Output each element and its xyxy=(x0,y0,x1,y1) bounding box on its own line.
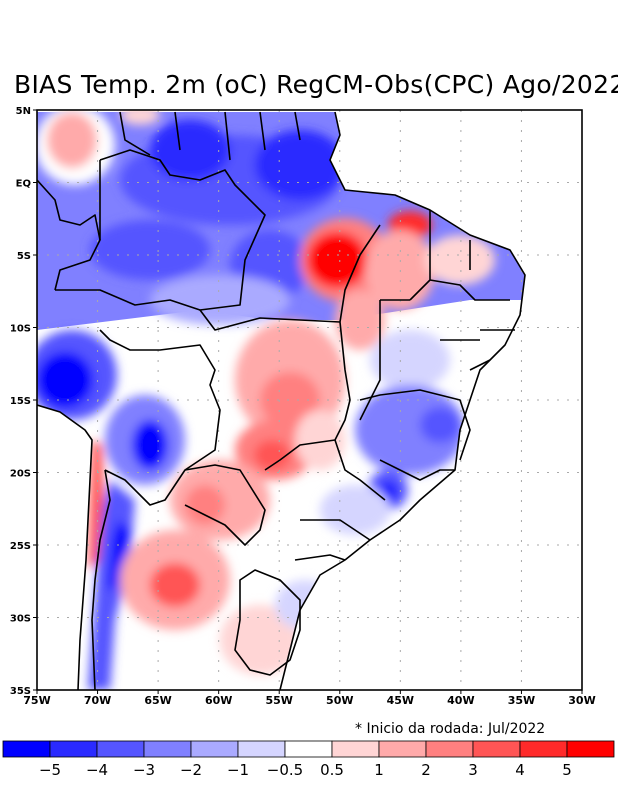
anomaly-rondonia-light xyxy=(150,275,290,325)
y-tick-label: 5N xyxy=(16,106,31,117)
states-north xyxy=(119,111,301,161)
x-tick-label: 40W xyxy=(447,694,474,707)
colorbar-label: −0.5 xyxy=(267,761,303,779)
anomaly-ceara-pink xyxy=(425,235,495,285)
states-central xyxy=(199,224,381,471)
x-tick-label: 35W xyxy=(508,694,535,707)
y-tick-label: 30S xyxy=(10,614,31,625)
ocean-mask-atlantic-top xyxy=(280,112,582,690)
anomaly-andes-core xyxy=(108,520,130,590)
colorbar-swatch xyxy=(472,740,521,758)
colorbar-swatch xyxy=(96,740,145,758)
border-brazil-west xyxy=(55,149,266,311)
colorbar-label: 2 xyxy=(421,761,431,779)
y-tick-label: 15S xyxy=(10,396,31,407)
anomaly-paraguay-core xyxy=(185,485,225,525)
colorbar-swatch xyxy=(49,740,98,758)
colorbar-label: 0.5 xyxy=(320,761,344,779)
anomaly-tocantins-pink xyxy=(335,290,385,350)
chart-title: BIAS Temp. 2m (oC) RegCM-Obs(CPC) Ago/20… xyxy=(14,70,618,99)
colorbar-swatch xyxy=(2,740,51,758)
colorbar-swatch xyxy=(331,740,380,758)
x-tick-label: 45W xyxy=(387,694,414,707)
y-tick-label: 25S xyxy=(10,541,31,552)
colorbar-label: 3 xyxy=(468,761,478,779)
colorbar-label: 5 xyxy=(562,761,572,779)
anomaly-roraima xyxy=(150,120,230,180)
x-axis-ticks: 75W 70W 65W 60W 55W 50W 45W 40W 35W 30W xyxy=(23,690,596,707)
colorbar-swatch xyxy=(237,740,286,758)
colorbar-label: −1 xyxy=(227,761,249,779)
grid-lines xyxy=(37,110,582,690)
anomaly-colombia-pink xyxy=(47,112,97,168)
colorbar-label: −4 xyxy=(86,761,108,779)
colorbar-swatch xyxy=(190,740,239,758)
colorbar-swatch xyxy=(519,740,568,758)
anomaly-minas-east xyxy=(420,407,460,443)
border-colombia-peru xyxy=(37,179,101,291)
y-tick-label: 5S xyxy=(17,251,31,262)
country-borders xyxy=(37,111,526,690)
anomaly-amapa xyxy=(255,130,345,200)
colorbar-label: 4 xyxy=(515,761,525,779)
x-tick-label: 65W xyxy=(144,694,171,707)
coast-pacific xyxy=(37,404,93,690)
border-bolivia xyxy=(99,329,221,506)
y-tick-label: EQ xyxy=(16,179,31,190)
x-tick-label: 50W xyxy=(326,694,353,707)
anomaly-goias-pink xyxy=(295,410,345,470)
anomaly-amazon-center xyxy=(90,220,210,280)
colorbar-swatch xyxy=(378,740,427,758)
colorbar-swatch xyxy=(566,740,615,758)
colorbar-swatch xyxy=(143,740,192,758)
states-southeast xyxy=(294,389,471,561)
anomaly-bolivia-core xyxy=(132,420,168,470)
y-tick-label: 20S xyxy=(10,469,31,480)
colorbar: −5 −4 −3 −2 −1 −0.5 0.5 1 2 3 4 5 xyxy=(2,740,615,779)
run-start-note: * Inicio da rodada: Jul/2022 xyxy=(355,721,546,737)
anomaly-argentina-core xyxy=(150,563,200,607)
y-axis-ticks: 5N EQ 5S 10S 15S 20S 25S 30S 35S xyxy=(10,106,37,697)
y-tick-label: 10S xyxy=(10,324,31,335)
x-tick-label: 55W xyxy=(265,694,292,707)
colorbar-label: −3 xyxy=(133,761,155,779)
anomaly-peru-core xyxy=(37,352,93,408)
anomaly-bahia-light xyxy=(370,330,450,390)
colorbar-swatch xyxy=(284,740,333,758)
anomaly-sp-light xyxy=(320,485,390,535)
x-tick-label: 30W xyxy=(568,694,595,707)
anomaly-mato-grosso-core xyxy=(260,372,320,428)
colorbar-label: −5 xyxy=(39,761,61,779)
colorbar-swatch xyxy=(425,740,474,758)
coast-atlantic xyxy=(279,111,526,690)
anomaly-ms-core xyxy=(254,440,290,470)
x-tick-label: 75W xyxy=(23,694,50,707)
anomaly-guiana-pink xyxy=(120,110,160,125)
border-argentina-chile xyxy=(91,469,111,690)
states-northeast xyxy=(380,210,515,371)
y-tick-label: 35S xyxy=(10,686,31,697)
border-paraguay xyxy=(184,464,266,546)
ocean-mask-pacific-top xyxy=(37,405,92,690)
border-uruguay xyxy=(234,569,301,676)
colorbar-label: −2 xyxy=(180,761,202,779)
colorbar-label: 1 xyxy=(374,761,384,779)
x-tick-label: 70W xyxy=(84,694,111,707)
x-tick-label: 60W xyxy=(205,694,232,707)
